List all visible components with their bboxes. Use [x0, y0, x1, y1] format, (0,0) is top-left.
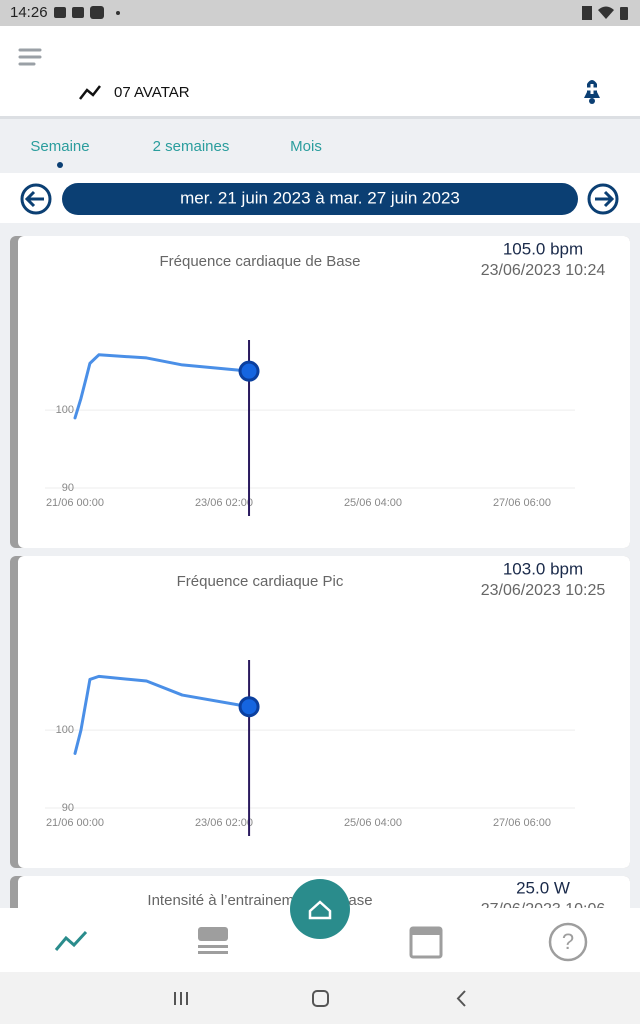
app-bar — [0, 26, 640, 116]
clock: 14:26 — [10, 4, 48, 21]
date-range-pill — [62, 183, 578, 215]
system-buttons[interactable] — [174, 990, 466, 1007]
tab[interactable]: 2 semaines — [153, 138, 230, 155]
line-series — [73, 674, 251, 755]
y-tick-label: 90 — [62, 802, 74, 814]
nav-home[interactable] — [290, 879, 350, 939]
status-icons — [54, 6, 628, 20]
card-value: 103.0 bpm — [503, 559, 583, 578]
x-tick-label: 25/06 04:00 — [344, 817, 402, 829]
x-tick-label: 25/06 04:00 — [344, 497, 402, 509]
tab[interactable]: Mois — [290, 138, 322, 155]
system-nav — [0, 972, 640, 1024]
cards: Fréquence cardiaque de Base 105.0 bpm 23/0… — [10, 236, 630, 868]
y-tick-label: 90 — [62, 482, 74, 494]
card — [18, 556, 630, 868]
status-bar — [0, 0, 640, 26]
x-tick-label: 21/06 00:00 — [46, 817, 104, 829]
chart-title: Fréquence cardiaque Pic — [177, 573, 344, 590]
y-tick-label: 100 — [56, 724, 74, 736]
tab[interactable]: Semaine — [30, 138, 89, 155]
nav-charts[interactable] — [54, 930, 88, 951]
selected-point — [238, 360, 260, 382]
chart-title: Fréquence cardiaque de Base — [160, 253, 361, 270]
card — [18, 236, 630, 548]
bell-button[interactable] — [584, 80, 600, 104]
nav-help[interactable]: ? — [548, 922, 588, 962]
svg-text:?: ? — [562, 929, 574, 954]
card-value: 105.0 bpm — [503, 239, 583, 258]
nav-sessions[interactable] — [198, 927, 228, 954]
line-series — [73, 353, 251, 420]
x-tick-label: 27/06 06:00 — [493, 817, 551, 829]
next-button[interactable] — [587, 183, 619, 215]
nav-calendar[interactable] — [409, 926, 443, 959]
card-value: 25.0 W — [516, 878, 570, 897]
selected-point — [238, 696, 260, 718]
header-title: 07 AVATAR — [114, 84, 190, 101]
tab-indicator — [57, 162, 63, 168]
date-range: mer. 21 juin 2023 à mar. 27 juin 2023 — [180, 188, 460, 207]
x-tick-label: 23/06 02:00 — [195, 817, 253, 829]
prev-button[interactable] — [20, 183, 52, 215]
x-tick-label: 23/06 02:00 — [195, 497, 253, 509]
y-tick-label: 100 — [56, 404, 74, 416]
card-timestamp: 23/06/2023 10:24 — [481, 262, 606, 279]
card-timestamp: 23/06/2023 10:25 — [481, 582, 606, 599]
x-tick-label: 21/06 00:00 — [46, 497, 104, 509]
menu-button[interactable] — [18, 48, 42, 66]
x-tick-label: 27/06 06:00 — [493, 497, 551, 509]
trend-icon — [79, 85, 101, 100]
app-bar-shadow — [0, 116, 640, 119]
